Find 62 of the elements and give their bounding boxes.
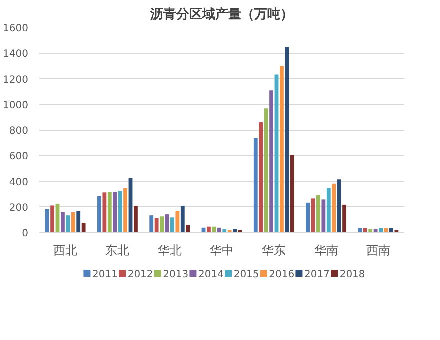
bar <box>170 218 174 232</box>
bar <box>71 212 76 232</box>
bar <box>332 184 336 232</box>
y-tick-label: 1400 <box>3 49 29 60</box>
bar <box>306 202 310 232</box>
x-tick-label: 华中 <box>210 244 234 258</box>
legend-label: 2013 <box>163 270 189 280</box>
bar <box>280 66 284 232</box>
bar <box>134 206 138 232</box>
y-tick-label: 200 <box>9 202 29 214</box>
bar <box>176 211 180 232</box>
bar <box>124 188 128 232</box>
bar <box>160 216 164 232</box>
bar <box>180 206 185 232</box>
bar <box>264 108 268 232</box>
bar <box>61 212 65 232</box>
bar <box>259 122 264 232</box>
x-tick-label: 东北 <box>106 244 130 258</box>
bar <box>108 192 112 232</box>
legend-label: 2018 <box>340 270 366 280</box>
bar <box>82 223 86 232</box>
y-tick-label: 1000 <box>3 100 29 112</box>
y-tick-label: 800 <box>9 126 29 137</box>
bar <box>102 192 107 232</box>
x-tick-label: 华北 <box>158 244 182 258</box>
y-tick-label: 0 <box>22 228 29 240</box>
x-tick-label: 华南 <box>314 244 338 258</box>
bar <box>326 188 331 232</box>
legend-label: 2017 <box>304 270 330 280</box>
bar <box>76 211 81 232</box>
bar <box>270 90 274 232</box>
legend-label: 2016 <box>269 270 295 280</box>
x-tick-label: 西南 <box>366 244 390 258</box>
bar <box>98 196 102 232</box>
legend-label: 2014 <box>198 270 224 280</box>
bar <box>342 204 346 232</box>
x-tick-label: 西北 <box>54 244 78 258</box>
bar <box>285 47 290 232</box>
bar <box>207 226 211 232</box>
y-tick-label: 400 <box>9 177 29 188</box>
chart-title: 沥青分区域产量（万吨） <box>150 6 294 22</box>
bar <box>118 191 122 232</box>
bar <box>150 216 154 232</box>
bar <box>322 200 326 232</box>
x-tick-label: 华东 <box>262 244 286 258</box>
bar <box>66 216 70 232</box>
bar <box>290 155 294 232</box>
y-tick-label: 1200 <box>3 74 29 86</box>
bar <box>254 138 258 232</box>
legend-label: 2015 <box>234 270 260 280</box>
bar <box>337 180 342 232</box>
y-tick-label: 600 <box>9 152 29 163</box>
bar <box>186 225 190 232</box>
legend-label: 2011 <box>92 270 118 280</box>
bar <box>316 195 320 232</box>
bar <box>45 209 50 232</box>
bar <box>50 206 54 232</box>
bar <box>113 192 118 232</box>
legend-label: 2012 <box>128 270 154 280</box>
y-tick-label: 1600 <box>3 24 29 34</box>
bar <box>212 226 216 232</box>
bar <box>154 218 159 232</box>
